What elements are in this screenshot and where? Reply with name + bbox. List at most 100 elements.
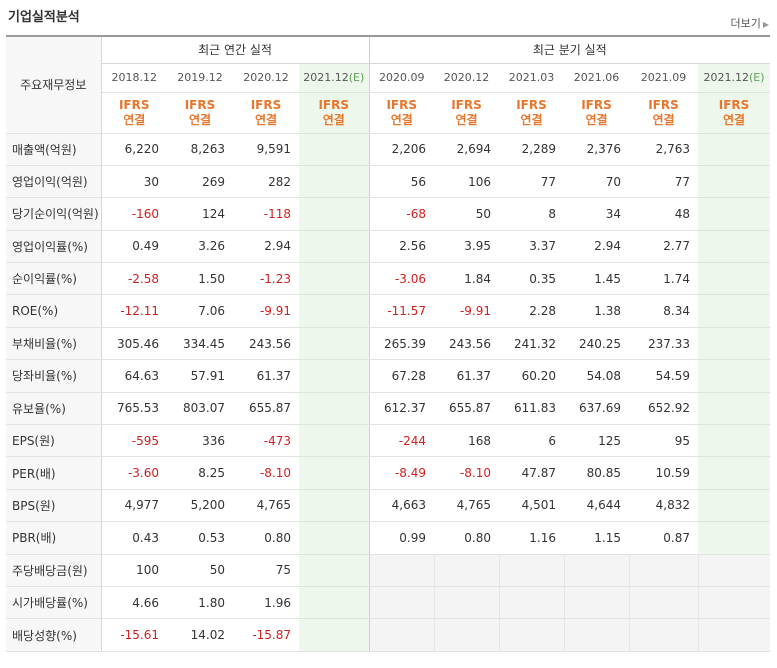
table-cell: -244 bbox=[369, 424, 434, 458]
table-cell bbox=[299, 392, 370, 426]
financial-table: 주요재무정보 최근 연간 실적 최근 분기 실적 2018.12 2019.12 2… bbox=[6, 35, 771, 652]
table-row: 당기순이익(억원) -160 124 -118 -68 50 8 34 48 bbox=[6, 197, 771, 231]
table-cell: 243.56 bbox=[434, 326, 499, 361]
table-cell: -8.10 bbox=[233, 456, 299, 490]
empty-cell bbox=[434, 618, 500, 652]
table-cell: -160 bbox=[101, 197, 167, 231]
row-label: 유보율(%) bbox=[6, 392, 102, 426]
row-label: ROE(%) bbox=[6, 294, 102, 328]
empty-cell bbox=[369, 586, 435, 620]
table-cell: 241.32 bbox=[499, 326, 564, 361]
row-label: 영업이익(억원) bbox=[6, 165, 102, 199]
table-cell: 240.25 bbox=[564, 326, 629, 361]
table-cell: 61.37 bbox=[233, 359, 299, 393]
table-row: 매출액(억원) 6,220 8,263 9,591 2,206 2,694 2,289 2,3… bbox=[6, 132, 771, 166]
table-cell: 100 bbox=[101, 553, 167, 587]
consolidated-label: 연결 bbox=[520, 112, 543, 127]
table-cell: 6,220 bbox=[101, 132, 167, 166]
table-cell: 0.80 bbox=[434, 521, 499, 555]
ifrs-label: IFRS bbox=[451, 97, 482, 112]
table-cell: 0.87 bbox=[629, 521, 698, 555]
table-cell: 2,289 bbox=[499, 132, 564, 166]
table-cell: -2.58 bbox=[101, 262, 167, 296]
table-cell: 125 bbox=[564, 424, 629, 458]
table-cell bbox=[698, 359, 771, 393]
table-row: 유보율(%) 765.53 803.07 655.87 612.37 655.87 611.… bbox=[6, 392, 771, 426]
table-cell: 243.56 bbox=[233, 326, 299, 361]
table-row: 당좌비율(%) 64.63 57.91 61.37 67.28 61.37 60.20 54.… bbox=[6, 359, 771, 393]
consolidated-label: 연결 bbox=[390, 112, 413, 127]
period-header: 2020.09 bbox=[369, 63, 434, 93]
table-cell: 168 bbox=[434, 424, 499, 458]
table-cell: -473 bbox=[233, 424, 299, 458]
empty-cell bbox=[564, 618, 630, 652]
empty-cell bbox=[499, 586, 565, 620]
table-cell: 50 bbox=[167, 553, 233, 587]
ifrs-label: IFRS bbox=[386, 97, 418, 112]
table-cell bbox=[299, 553, 370, 587]
table-row: 영업이익(억원) 30 269 282 56 106 77 70 77 bbox=[6, 165, 771, 199]
estimate-mark: (E) bbox=[748, 71, 765, 84]
empty-cell bbox=[629, 618, 699, 652]
table-cell: 0.80 bbox=[233, 521, 299, 555]
period-header: 2021.12(E) bbox=[299, 63, 370, 93]
table-row: PER(배) -3.60 8.25 -8.10 -8.49 -8.10 47.87 80.85… bbox=[6, 456, 771, 490]
table-cell: -15.87 bbox=[233, 618, 299, 652]
table-row: ROE(%) -12.11 7.06 -9.91 -11.57 -9.91 2.28 1.38… bbox=[6, 294, 771, 328]
table-cell: 2.28 bbox=[499, 294, 564, 328]
row-label: 부채비율(%) bbox=[6, 326, 102, 361]
table-cell bbox=[698, 489, 771, 523]
ifrs-label: IFRS bbox=[718, 97, 750, 112]
table-cell: 1.16 bbox=[499, 521, 564, 555]
table-cell: 80.85 bbox=[564, 456, 629, 490]
table-cell: 1.74 bbox=[629, 262, 698, 296]
table-cell: 10.59 bbox=[629, 456, 698, 490]
table-cell: -15.61 bbox=[101, 618, 167, 652]
more-link[interactable]: 더보기 ▶ bbox=[730, 15, 769, 31]
section-title: 기업실적분석 bbox=[8, 10, 80, 25]
ifrs-label: IFRS bbox=[250, 97, 282, 112]
table-cell: 61.37 bbox=[434, 359, 499, 393]
table-cell: 30 bbox=[101, 165, 167, 199]
ifrs-badge: IFRS 연결 bbox=[299, 92, 370, 134]
row-label: 배당성향(%) bbox=[6, 618, 102, 652]
table-cell: 47.87 bbox=[499, 456, 564, 490]
period-label: 2021.12 bbox=[303, 71, 349, 84]
empty-cell bbox=[369, 553, 435, 587]
empty-cell bbox=[698, 586, 771, 620]
table-cell: 0.49 bbox=[101, 229, 167, 264]
empty-cell bbox=[499, 553, 565, 587]
table-cell: 124 bbox=[167, 197, 233, 231]
period-header: 2021.06 bbox=[564, 63, 629, 93]
consolidated-label: 연결 bbox=[123, 112, 146, 127]
consolidated-label: 연결 bbox=[722, 112, 746, 127]
table-cell: 269 bbox=[167, 165, 233, 199]
empty-cell bbox=[434, 553, 500, 587]
table-cell: 1.38 bbox=[564, 294, 629, 328]
table-cell bbox=[299, 294, 370, 328]
table-cell: -1.23 bbox=[233, 262, 299, 296]
table-cell: 75 bbox=[233, 553, 299, 587]
table-cell: 655.87 bbox=[233, 392, 299, 426]
row-label: 시가배당률(%) bbox=[6, 586, 102, 620]
consolidated-label: 연결 bbox=[254, 112, 278, 127]
table-row: 부채비율(%) 305.46 334.45 243.56 265.39 243.56 241… bbox=[6, 326, 771, 361]
table-cell: 652.92 bbox=[629, 392, 698, 426]
table-cell: 4,663 bbox=[369, 489, 434, 523]
table-cell: 2.94 bbox=[564, 229, 629, 264]
table-cell: 70 bbox=[564, 165, 629, 199]
table-cell: 0.99 bbox=[369, 521, 434, 555]
empty-cell bbox=[698, 553, 771, 587]
ifrs-label: IFRS bbox=[581, 97, 612, 112]
ifrs-badge: IFRS 연결 bbox=[564, 92, 629, 134]
table-cell bbox=[698, 456, 771, 490]
period-header: 2021.12(E) bbox=[698, 63, 771, 93]
table-cell bbox=[299, 326, 370, 361]
table-cell: 4.66 bbox=[101, 586, 167, 620]
row-label: 매출액(억원) bbox=[6, 132, 102, 166]
table-cell bbox=[299, 424, 370, 458]
empty-cell bbox=[698, 618, 771, 652]
table-cell: 2.77 bbox=[629, 229, 698, 264]
ifrs-label: IFRS bbox=[648, 97, 679, 112]
table-cell bbox=[698, 294, 771, 328]
